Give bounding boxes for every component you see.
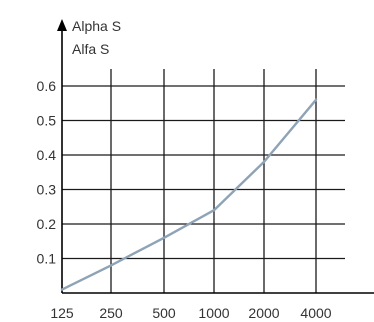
x-tick-label: 500 [152, 305, 176, 321]
y-tick-label: 0.2 [37, 216, 57, 232]
y-tick-label: 0.4 [37, 147, 57, 163]
x-tick-label: 250 [99, 305, 123, 321]
y-tick-label: 0.1 [37, 251, 57, 267]
series-line-1 [60, 98, 318, 291]
y-tick-label: 0.5 [37, 113, 57, 129]
grid [62, 69, 345, 293]
y-tick-label: 0.3 [37, 182, 57, 198]
x-tick-label: 1000 [198, 305, 229, 321]
axes [57, 19, 374, 294]
x-tick-label: 4000 [300, 305, 331, 321]
y-axis-arrow-icon [57, 19, 67, 31]
x-tick-labels: 125 250 500 1000 2000 4000 [50, 305, 331, 321]
x-tick-label: 2000 [248, 305, 279, 321]
y-tick-label: 0.6 [37, 78, 57, 94]
y-tick-labels: 0.1 0.2 0.3 0.4 0.5 0.6 [37, 78, 57, 267]
y-axis-title-line-1: Alpha S [72, 18, 121, 34]
x-tick-label: 125 [50, 305, 74, 321]
y-axis-title-line-2: Alfa S [72, 41, 109, 57]
series [60, 98, 318, 291]
y-axis-title: Alpha S Alfa S [72, 18, 121, 57]
